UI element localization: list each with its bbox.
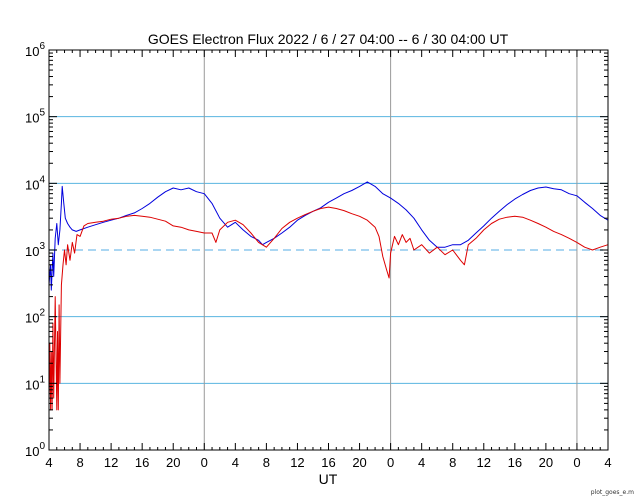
footer-filename: plot_goes_e.m [591, 489, 634, 496]
y-tick-label: 102 [25, 308, 45, 326]
x-tick-label: 4 [232, 455, 239, 470]
y-tick-label: 104 [25, 174, 45, 192]
x-tick-label: 0 [573, 455, 580, 470]
x-tick-label: 8 [76, 455, 83, 470]
x-tick-label: 0 [201, 455, 208, 470]
x-tick-label: 12 [477, 455, 491, 470]
y-tick-label: 105 [25, 108, 45, 126]
y-tick-label: 103 [25, 241, 45, 259]
y-tick-label: 106 [25, 41, 45, 59]
x-tick-label: 8 [449, 455, 456, 470]
x-tick-label: 20 [539, 455, 553, 470]
series-line-2 [48, 206, 609, 411]
chart-title: GOES Electron Flux 2022 / 6 / 27 04:00 -… [148, 31, 509, 47]
x-tick-label: 4 [604, 455, 611, 470]
x-tick-label: 20 [352, 455, 366, 470]
x-tick-label: 16 [508, 455, 522, 470]
x-axis-label: UT [319, 471, 338, 487]
x-tick-label: 8 [263, 455, 270, 470]
x-tick-label: 4 [45, 455, 52, 470]
x-tick-label: 12 [290, 455, 304, 470]
y-tick-label: 100 [25, 441, 45, 459]
y-tick-label: 101 [25, 374, 45, 392]
plot-area: 100 101 102 103 104 105 106 4 8 12 16 20 0 4 8 12 16 20 0 4… [25, 41, 612, 470]
x-tick-label: 20 [166, 455, 180, 470]
x-tick-label: 16 [135, 455, 149, 470]
x-tick-label: 12 [104, 455, 118, 470]
x-tick-label: 16 [321, 455, 335, 470]
x-tick-label: 0 [387, 455, 394, 470]
x-tick-label: 4 [418, 455, 425, 470]
